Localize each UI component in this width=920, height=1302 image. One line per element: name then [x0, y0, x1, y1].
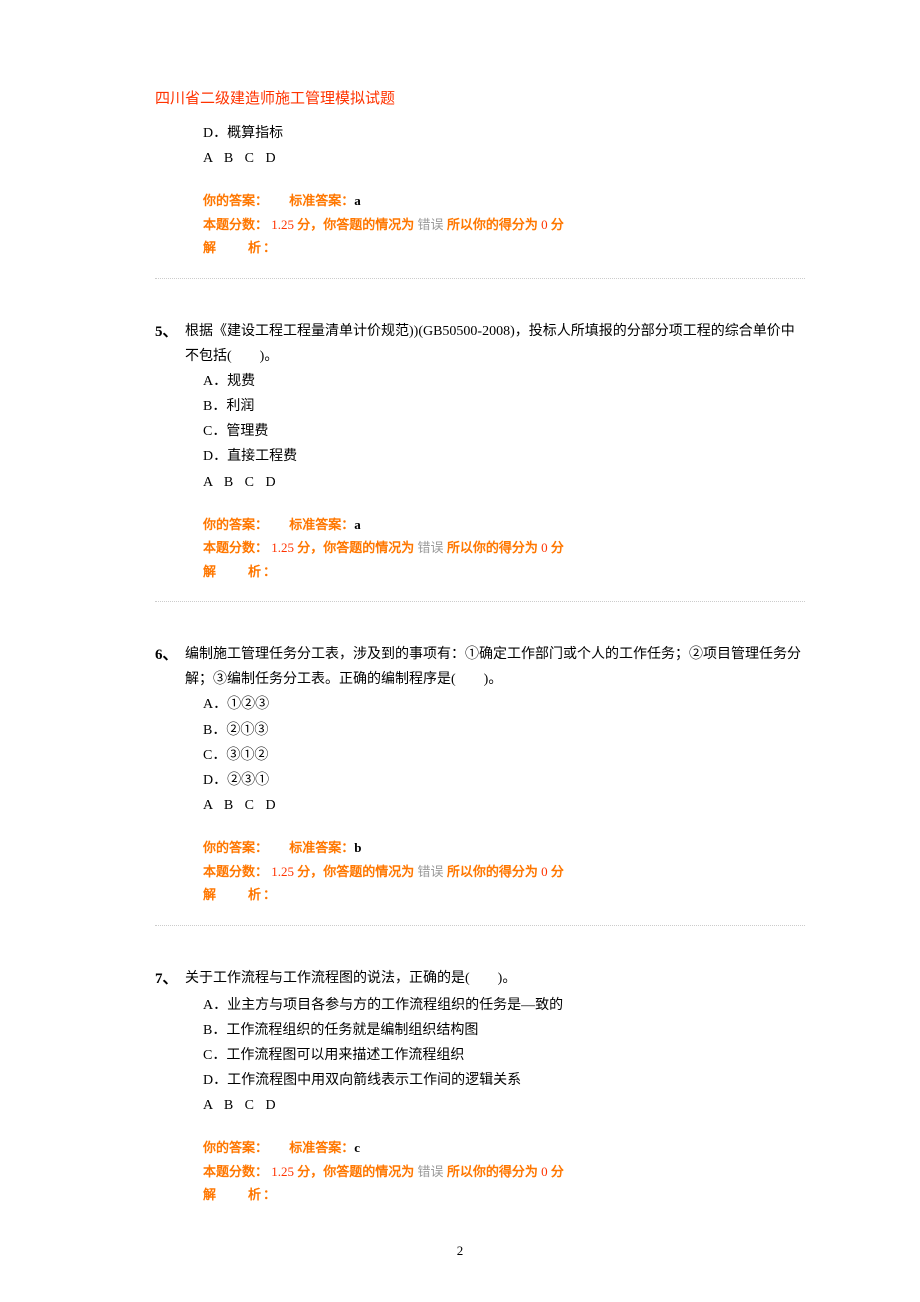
analysis-label: 解 析： — [203, 1183, 805, 1206]
your-answer-label: 你的答案： — [203, 517, 268, 532]
choice-letters: A B C D — [155, 470, 805, 495]
situation-label: 你答题的情况为 — [323, 1164, 414, 1179]
score-unit: 分， — [297, 864, 323, 879]
separator — [155, 601, 805, 602]
answer-row-score: 本题分数： 1.25 分，你答题的情况为 错误 所以你的得分为 0 分 — [203, 1160, 805, 1183]
std-answer-value: a — [354, 517, 361, 532]
option-d: D．直接工程费 — [155, 444, 805, 469]
option-c: C．管理费 — [155, 419, 805, 444]
page-number: 2 — [0, 1239, 920, 1262]
score-unit2: 分 — [551, 217, 564, 232]
result-wrong: 错误 — [418, 864, 444, 879]
score-label: 本题分数： — [203, 864, 268, 879]
option-b: B．工作流程组织的任务就是编制组织结构图 — [155, 1018, 805, 1043]
answer-row-score: 本题分数： 1.25 分，你答题的情况为 错误 所以你的得分为 0 分 — [203, 213, 805, 236]
score-value: 1.25 — [271, 864, 294, 879]
score-label: 本题分数： — [203, 540, 268, 555]
question-stem-row: 6、 编制施工管理任务分工表，涉及到的事项有：①确定工作部门或个人的工作任务；②… — [155, 642, 805, 692]
std-answer-label: 标准答案： — [289, 840, 354, 855]
option-a: A．业主方与项目各参与方的工作流程组织的任务是—致的 — [155, 993, 805, 1018]
result-wrong: 错误 — [418, 1164, 444, 1179]
situation-label: 你答题的情况为 — [323, 217, 414, 232]
question-stem-row: 5、 根据《建设工程工程量清单计价规范))(GB50500-2008)，投标人所… — [155, 319, 805, 369]
question-block: 6、 编制施工管理任务分工表，涉及到的事项有：①确定工作部门或个人的工作任务；②… — [155, 642, 805, 925]
got-score: 0 — [541, 1164, 548, 1179]
score-label: 本题分数： — [203, 217, 268, 232]
question-block: 5、 根据《建设工程工程量清单计价规范))(GB50500-2008)，投标人所… — [155, 319, 805, 602]
so-score-label: 所以你的得分为 — [447, 1164, 538, 1179]
answer-row-standard: 你的答案： 标准答案：a — [203, 189, 805, 212]
option-b: B．利润 — [155, 394, 805, 419]
option-d: D．概算指标 — [155, 121, 805, 146]
so-score-label: 所以你的得分为 — [447, 540, 538, 555]
score-unit2: 分 — [551, 864, 564, 879]
situation-label: 你答题的情况为 — [323, 864, 414, 879]
score-label: 本题分数： — [203, 1164, 268, 1179]
score-unit2: 分 — [551, 1164, 564, 1179]
score-unit: 分， — [297, 217, 323, 232]
choice-letters: A B C D — [155, 146, 805, 171]
result-wrong: 错误 — [418, 540, 444, 555]
question-stem: 关于工作流程与工作流程图的说法，正确的是( )。 — [185, 966, 805, 991]
option-b: B．②①③ — [155, 718, 805, 743]
situation-label: 你答题的情况为 — [323, 540, 414, 555]
option-c: C．③①② — [155, 743, 805, 768]
option-a: A．①②③ — [155, 692, 805, 717]
score-value: 1.25 — [271, 1164, 294, 1179]
answer-row-standard: 你的答案： 标准答案：c — [203, 1136, 805, 1159]
analysis-label: 解 析： — [203, 883, 805, 906]
option-d: D．②③① — [155, 768, 805, 793]
analysis-label: 解 析： — [203, 236, 805, 259]
std-answer-label: 标准答案： — [289, 1140, 354, 1155]
analysis-label: 解 析： — [203, 560, 805, 583]
question-number: 6、 — [155, 642, 185, 669]
answer-row-score: 本题分数： 1.25 分，你答题的情况为 错误 所以你的得分为 0 分 — [203, 860, 805, 883]
separator — [155, 278, 805, 279]
your-answer-label: 你的答案： — [203, 1140, 268, 1155]
question-stem: 编制施工管理任务分工表，涉及到的事项有：①确定工作部门或个人的工作任务；②项目管… — [185, 642, 805, 692]
got-score: 0 — [541, 864, 548, 879]
result-wrong: 错误 — [418, 217, 444, 232]
option-d: D．工作流程图中用双向箭线表示工作间的逻辑关系 — [155, 1068, 805, 1093]
page: 四川省二级建造师施工管理模拟试题 D．概算指标 A B C D 你的答案： 标准… — [0, 0, 920, 1302]
your-answer-label: 你的答案： — [203, 193, 268, 208]
std-answer-value: c — [354, 1140, 360, 1155]
std-answer-label: 标准答案： — [289, 193, 354, 208]
score-value: 1.25 — [271, 540, 294, 555]
question-block: 7、 关于工作流程与工作流程图的说法，正确的是( )。 A．业主方与项目各参与方… — [155, 966, 805, 1207]
score-unit: 分， — [297, 1164, 323, 1179]
answer-block: 你的答案： 标准答案：a 本题分数： 1.25 分，你答题的情况为 错误 所以你… — [155, 513, 805, 583]
answer-row-score: 本题分数： 1.25 分，你答题的情况为 错误 所以你的得分为 0 分 — [203, 536, 805, 559]
answer-block: 你的答案： 标准答案：c 本题分数： 1.25 分，你答题的情况为 错误 所以你… — [155, 1136, 805, 1206]
option-c: C．工作流程图可以用来描述工作流程组织 — [155, 1043, 805, 1068]
so-score-label: 所以你的得分为 — [447, 217, 538, 232]
answer-row-standard: 你的答案： 标准答案：a — [203, 513, 805, 536]
question-number: 5、 — [155, 319, 185, 346]
separator — [155, 925, 805, 926]
answer-block: 你的答案： 标准答案：a 本题分数： 1.25 分，你答题的情况为 错误 所以你… — [155, 189, 805, 259]
score-value: 1.25 — [271, 217, 294, 232]
score-unit2: 分 — [551, 540, 564, 555]
page-header-title: 四川省二级建造师施工管理模拟试题 — [155, 86, 805, 113]
got-score: 0 — [541, 540, 548, 555]
answer-row-standard: 你的答案： 标准答案：b — [203, 836, 805, 859]
std-answer-value: b — [354, 840, 361, 855]
so-score-label: 所以你的得分为 — [447, 864, 538, 879]
score-unit: 分， — [297, 540, 323, 555]
question-stem-row: 7、 关于工作流程与工作流程图的说法，正确的是( )。 — [155, 966, 805, 993]
answer-block: 你的答案： 标准答案：b 本题分数： 1.25 分，你答题的情况为 错误 所以你… — [155, 836, 805, 906]
choice-letters: A B C D — [155, 1093, 805, 1118]
your-answer-label: 你的答案： — [203, 840, 268, 855]
question-block: D．概算指标 A B C D 你的答案： 标准答案：a 本题分数： 1.25 分… — [155, 121, 805, 279]
option-a: A．规费 — [155, 369, 805, 394]
std-answer-label: 标准答案： — [289, 517, 354, 532]
got-score: 0 — [541, 217, 548, 232]
std-answer-value: a — [354, 193, 361, 208]
question-stem: 根据《建设工程工程量清单计价规范))(GB50500-2008)，投标人所填报的… — [185, 319, 805, 369]
choice-letters: A B C D — [155, 793, 805, 818]
question-number: 7、 — [155, 966, 185, 993]
